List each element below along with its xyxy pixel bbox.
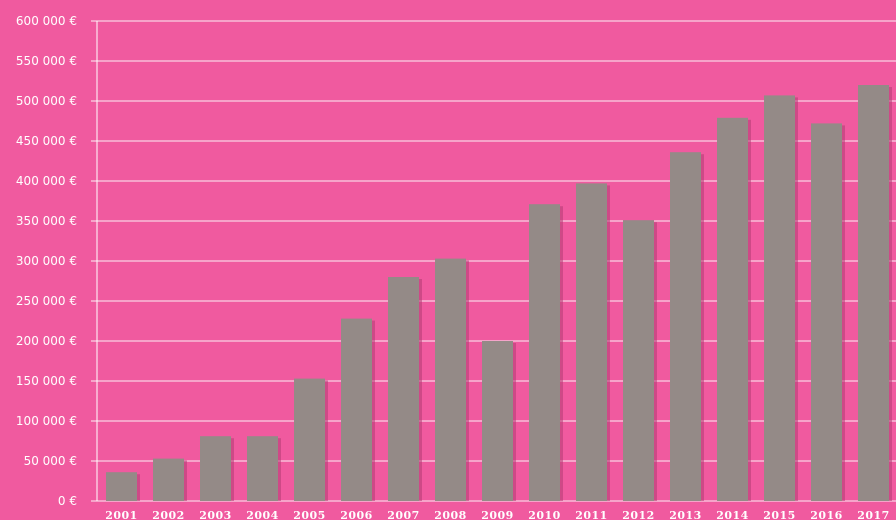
bar-2006 [341, 318, 372, 501]
x-tick-label: 2016 [810, 509, 843, 520]
y-tick-label: 600 000 € [16, 14, 77, 28]
x-tick-label: 2002 [152, 509, 185, 520]
bar-2007 [388, 277, 419, 501]
y-tick-label: 200 000 € [16, 334, 77, 348]
bar-2013 [670, 152, 701, 501]
x-tick-label: 2010 [528, 509, 561, 520]
x-tick-label: 2015 [763, 509, 796, 520]
bar-2012 [623, 220, 654, 501]
bar-2004 [247, 436, 278, 501]
bar-2014 [717, 117, 748, 502]
x-tick-label: 2004 [246, 509, 279, 520]
bars [106, 85, 892, 502]
y-tick-label: 250 000 € [16, 294, 77, 308]
y-tick-label: 300 000 € [16, 254, 77, 268]
x-tick-label: 2006 [340, 509, 373, 520]
bar-2002 [153, 458, 184, 501]
bar-2015 [764, 95, 795, 502]
x-tick-label: 2003 [199, 509, 232, 520]
y-tick-label: 500 000 € [16, 94, 77, 108]
x-tick-label: 2013 [669, 509, 702, 520]
y-tick-label: 0 € [58, 494, 77, 508]
y-tick-label: 150 000 € [16, 374, 77, 388]
y-tick-label: 100 000 € [16, 414, 77, 428]
x-tick-label: 2009 [481, 509, 514, 520]
bar-2008 [435, 258, 466, 501]
x-tick-label: 2011 [575, 509, 608, 520]
bar-2001 [106, 472, 137, 501]
x-tick-label: 2007 [387, 509, 420, 520]
x-tick-label: 2001 [105, 509, 138, 520]
bar-2005 [294, 378, 325, 501]
y-tick-label: 350 000 € [16, 214, 77, 228]
bar-2009 [482, 341, 513, 501]
bar-2010 [529, 204, 560, 501]
y-axis-tick-labels: 0 € 50 000 € 100 000 € 150 000 € 200 000 € 25… [16, 14, 77, 508]
bar-2011 [576, 183, 607, 501]
y-tick-label: 400 000 € [16, 174, 77, 188]
x-axis-tick-labels: 2001 2002 2003 2004 2005 2006 2007 2008 2009 2010… [105, 509, 890, 520]
x-tick-label: 2014 [716, 509, 749, 520]
bar-2017 [858, 85, 889, 501]
x-tick-label: 2008 [434, 509, 467, 520]
x-tick-label: 2017 [857, 509, 890, 520]
y-tick-label: 550 000 € [16, 54, 77, 68]
x-tick-label: 2005 [293, 509, 326, 520]
bar-2003 [200, 436, 231, 501]
y-tick-label: 450 000 € [16, 134, 77, 148]
bar-2016 [811, 123, 842, 502]
x-tick-label: 2012 [622, 509, 655, 520]
y-tick-label: 50 000 € [24, 454, 77, 468]
